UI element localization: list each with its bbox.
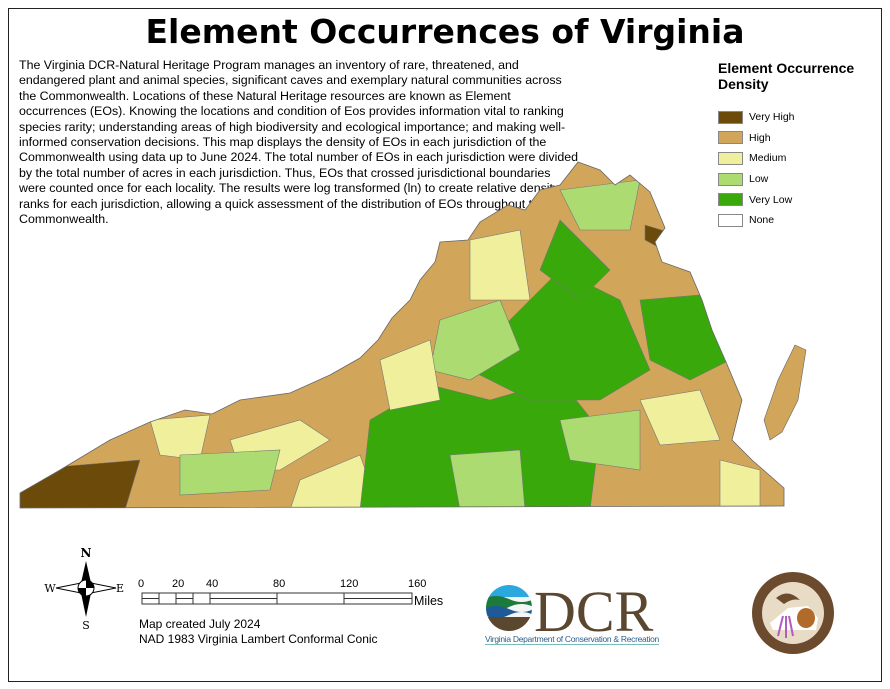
scale-tick-label: 80 bbox=[273, 578, 286, 590]
region-southwest-very-high bbox=[20, 459, 141, 508]
region-south-central-low bbox=[559, 409, 641, 471]
region-southside-low bbox=[449, 449, 526, 508]
legend-label: Very Low bbox=[749, 193, 793, 206]
region-central-very-low bbox=[359, 379, 601, 508]
scale-bar: 0 20 40 80 120 160 Miles bbox=[138, 578, 443, 608]
map-title: Element Occurrences of Virginia bbox=[145, 12, 745, 51]
legend-swatch bbox=[718, 131, 743, 145]
scale-tick-label: 40 bbox=[206, 578, 219, 590]
dcr-wordmark: DCR bbox=[534, 583, 654, 635]
region-eastern-shore-high bbox=[763, 344, 807, 441]
map-notes: Map created July 2024 NAD 1983 Virginia … bbox=[139, 617, 378, 647]
legend-label: None bbox=[749, 214, 775, 227]
legend-label: Very High bbox=[749, 111, 795, 124]
compass-e: E bbox=[116, 582, 124, 595]
legend-title: Element Occurrence Density bbox=[718, 60, 855, 92]
north-arrow-compass-icon: N S W E bbox=[44, 546, 124, 630]
region-south-medium bbox=[289, 454, 381, 508]
map-created-date: Map created July 2024 bbox=[139, 617, 261, 631]
region-valley-medium bbox=[379, 339, 441, 411]
region-north-piedmont-very-low bbox=[539, 219, 611, 301]
legend-item-very-low: Very Low bbox=[718, 189, 878, 210]
legend: Element Occurrence Density Very High High… bbox=[718, 60, 878, 231]
scale-tick-label: 20 bbox=[172, 578, 185, 590]
legend-label: Low bbox=[749, 173, 769, 186]
region-sw-low bbox=[179, 449, 281, 496]
scale-tick-label: 120 bbox=[340, 578, 359, 590]
legend-label: Medium bbox=[749, 152, 787, 165]
dcr-logo: DCR bbox=[486, 583, 654, 635]
legend-item-high: High bbox=[718, 128, 878, 149]
virginia-outline bbox=[19, 161, 785, 509]
legend-item-none: None bbox=[718, 210, 878, 231]
scale-unit: Miles bbox=[414, 594, 444, 608]
dcr-subtitle: Virginia Department of Conservation & Re… bbox=[485, 634, 659, 645]
compass-s: S bbox=[82, 619, 90, 630]
compass-n: N bbox=[81, 546, 92, 560]
region-shenandoah-medium bbox=[469, 229, 531, 301]
region-tidewater-medium bbox=[719, 459, 761, 508]
legend-item-very-high: Very High bbox=[718, 107, 878, 128]
map-projection: NAD 1983 Virginia Lambert Conformal Coni… bbox=[139, 632, 378, 646]
legend-label: High bbox=[749, 131, 771, 144]
legend-swatch bbox=[718, 172, 743, 186]
legend-swatch bbox=[718, 151, 743, 165]
map-frame bbox=[8, 8, 882, 682]
legend-swatch bbox=[718, 110, 743, 124]
compass-w: W bbox=[44, 582, 56, 595]
scale-tick-label: 0 bbox=[138, 578, 145, 590]
legend-swatch bbox=[718, 213, 743, 227]
scale-tick-label: 160 bbox=[408, 578, 427, 590]
legend-item-medium: Medium bbox=[718, 148, 878, 169]
legend-item-low: Low bbox=[718, 169, 878, 190]
map-description: The Virginia DCR-Natural Heritage Progra… bbox=[19, 58, 579, 227]
legend-swatch bbox=[718, 193, 743, 207]
region-richmond-medium bbox=[639, 389, 721, 446]
natural-heritage-seal-logo bbox=[752, 572, 834, 654]
